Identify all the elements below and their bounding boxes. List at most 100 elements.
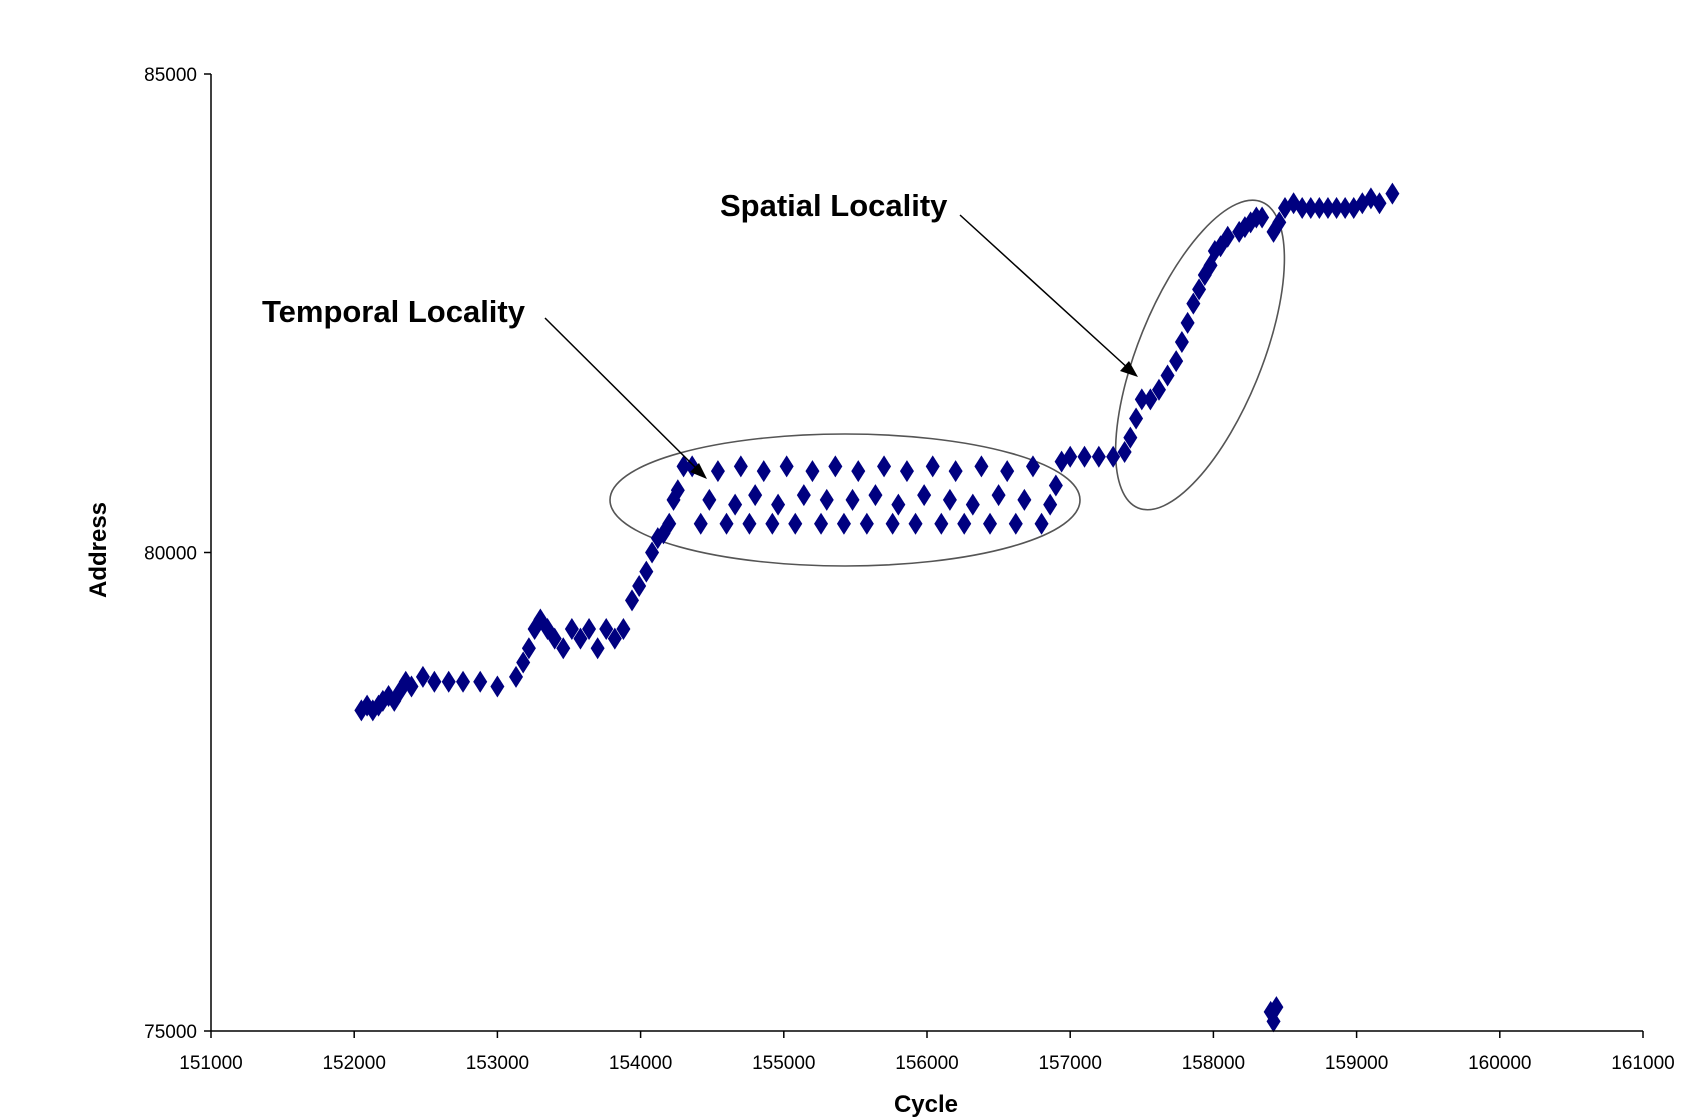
data-point [1129, 407, 1144, 430]
data-point [702, 488, 717, 511]
data-point [404, 675, 419, 698]
data-point [473, 670, 488, 693]
data-point [819, 488, 834, 511]
temporal-locality-ellipse [609, 433, 1081, 567]
spatial-locality-label: Spatial Locality [720, 188, 948, 223]
data-point [1372, 192, 1387, 215]
data-point [509, 665, 524, 688]
y-ticks: 75000 80000 85000 [144, 65, 211, 1043]
data-point [1269, 996, 1284, 1019]
x-tick-label: 155000 [752, 1053, 815, 1074]
annotation-arrows [544, 214, 1138, 479]
data-point [836, 512, 851, 535]
data-point [885, 512, 900, 535]
data-point [925, 455, 940, 478]
data-point [765, 512, 780, 535]
data-point [625, 589, 640, 612]
data-point [891, 493, 906, 516]
temporal-locality-label: Temporal Locality [262, 294, 526, 329]
data-point [828, 455, 843, 478]
data-point [1048, 474, 1063, 497]
data-point [908, 512, 923, 535]
data-point [934, 512, 949, 535]
data-point [456, 670, 471, 693]
data-point [607, 627, 622, 650]
data-point [748, 484, 763, 507]
data-point [1143, 388, 1158, 411]
data-point [814, 512, 829, 535]
spatial-locality-arrowhead [1120, 361, 1138, 377]
data-point [573, 627, 588, 650]
x-axis-title: Cycle [894, 1091, 958, 1118]
data-points [354, 182, 1400, 1033]
data-point [733, 455, 748, 478]
data-point [1017, 488, 1032, 511]
data-point [1186, 292, 1201, 315]
x-tick-label: 161000 [1611, 1053, 1674, 1074]
data-point [877, 455, 892, 478]
data-point [1091, 445, 1106, 468]
y-tick-label: 85000 [144, 65, 197, 86]
data-point [788, 512, 803, 535]
data-point [1295, 196, 1310, 219]
spatial-locality-ellipse [1114, 199, 1286, 511]
spatial-locality-arrow [959, 214, 1131, 371]
data-point [779, 455, 794, 478]
data-point [616, 618, 631, 641]
data-point [582, 618, 597, 641]
data-point [719, 512, 734, 535]
y-axis-title: Address [85, 502, 112, 598]
data-point [899, 460, 914, 483]
data-point [415, 665, 430, 688]
x-tick-label: 152000 [322, 1053, 385, 1074]
data-point [1220, 225, 1235, 248]
data-point [1043, 493, 1058, 516]
data-point [805, 460, 820, 483]
x-tick-label: 157000 [1038, 1053, 1101, 1074]
data-point [742, 512, 757, 535]
data-point [868, 484, 883, 507]
data-point [639, 560, 654, 583]
data-point [1329, 196, 1344, 219]
data-point [1000, 460, 1015, 483]
data-point [1123, 426, 1138, 449]
data-point [1034, 512, 1049, 535]
data-point [1151, 378, 1166, 401]
x-tick-label: 156000 [895, 1053, 958, 1074]
x-tick-label: 153000 [466, 1053, 529, 1074]
data-point [590, 637, 605, 660]
y-tick-label: 80000 [144, 544, 197, 565]
temporal-locality-arrow [544, 317, 701, 473]
data-point [771, 493, 786, 516]
data-point [1312, 196, 1327, 219]
data-point [942, 488, 957, 511]
data-point [756, 460, 771, 483]
data-point [564, 618, 579, 641]
data-point [974, 455, 989, 478]
data-point [1385, 182, 1400, 205]
data-point [599, 618, 614, 641]
data-point [645, 541, 660, 564]
data-point [1077, 445, 1092, 468]
data-point [547, 627, 562, 650]
data-point [1063, 445, 1078, 468]
data-point [693, 512, 708, 535]
data-point [516, 651, 531, 674]
data-point [917, 484, 932, 507]
data-point [1303, 196, 1318, 219]
data-point [1169, 350, 1184, 373]
data-point [1174, 330, 1189, 353]
annotation-shapes [609, 199, 1286, 567]
data-point [710, 460, 725, 483]
data-point [796, 484, 811, 507]
data-point [1272, 211, 1287, 234]
data-point [1320, 196, 1335, 219]
data-point [1008, 512, 1023, 535]
data-point [556, 637, 571, 660]
data-point [1160, 364, 1175, 387]
temporal-locality-arrowhead [690, 463, 707, 479]
x-tick-label: 158000 [1182, 1053, 1245, 1074]
data-point [490, 675, 505, 698]
